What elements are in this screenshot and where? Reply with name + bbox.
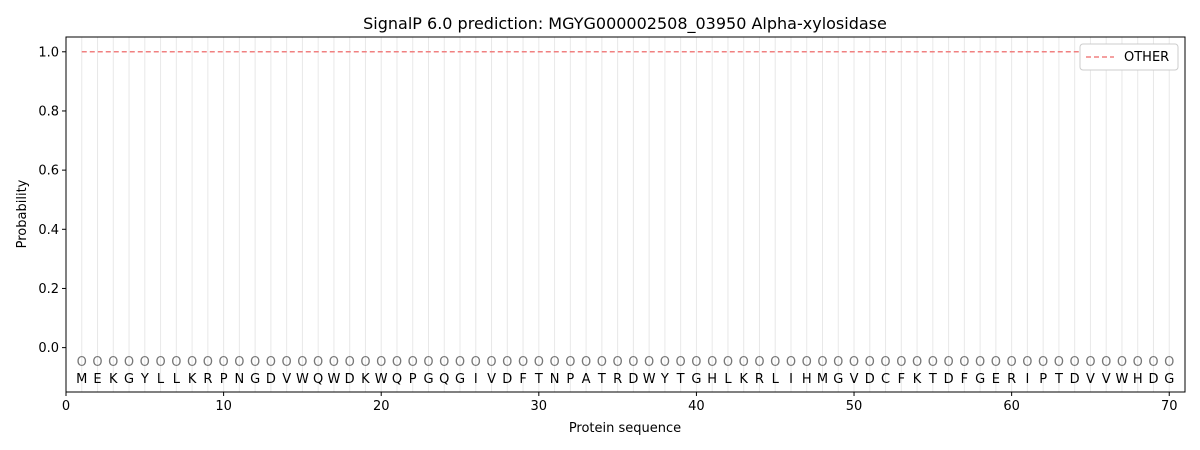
- region-marker: O: [502, 355, 512, 370]
- region-marker: O: [360, 355, 370, 370]
- region-marker: O: [297, 355, 307, 370]
- chart-title: SignalP 6.0 prediction: MGYG000002508_03…: [363, 14, 887, 34]
- region-marker: O: [754, 355, 764, 370]
- region-marker: O: [250, 355, 260, 370]
- region-marker: O: [549, 355, 559, 370]
- region-marker: O: [518, 355, 528, 370]
- region-marker: O: [234, 355, 244, 370]
- region-marker: O: [676, 355, 686, 370]
- region-marker: O: [1038, 355, 1048, 370]
- region-marker: O: [991, 355, 1001, 370]
- region-marker: O: [266, 355, 276, 370]
- region-marker: O: [108, 355, 118, 370]
- x-tick-label: 30: [531, 399, 548, 414]
- region-marker: O: [1117, 355, 1127, 370]
- region-marker: O: [770, 355, 780, 370]
- region-marker: O: [786, 355, 796, 370]
- region-marker: O: [171, 355, 181, 370]
- region-marker: O: [1022, 355, 1032, 370]
- region-marker: O: [1101, 355, 1111, 370]
- region-marker: O: [140, 355, 150, 370]
- region-marker: O: [155, 355, 165, 370]
- region-marker: O: [691, 355, 701, 370]
- y-axis-label: Probability: [15, 179, 30, 248]
- x-tick-label: 60: [1003, 399, 1020, 414]
- region-marker: O: [218, 355, 228, 370]
- x-axis-label: Protein sequence: [569, 421, 681, 436]
- y-tick-label: 0.6: [38, 164, 59, 179]
- region-marker: O: [707, 355, 717, 370]
- region-marker: O: [739, 355, 749, 370]
- region-marker: O: [486, 355, 496, 370]
- plot-frame: [65, 36, 1186, 393]
- region-marker: O: [439, 355, 449, 370]
- x-tick-label: 40: [688, 399, 705, 414]
- region-marker: O: [959, 355, 969, 370]
- region-marker: O: [1070, 355, 1080, 370]
- region-marker: O: [928, 355, 938, 370]
- y-tick-label: 1.0: [38, 45, 59, 60]
- region-marker: O: [124, 355, 134, 370]
- region-marker: O: [471, 355, 481, 370]
- region-marker: O: [376, 355, 386, 370]
- region-marker: O: [1007, 355, 1017, 370]
- region-marker: O: [896, 355, 906, 370]
- x-tick-label: 10: [215, 399, 232, 414]
- region-marker: O: [282, 355, 292, 370]
- region-marker: O: [865, 355, 875, 370]
- region-marker: O: [1054, 355, 1064, 370]
- x-tick-label: 20: [373, 399, 390, 414]
- region-marker: O: [817, 355, 827, 370]
- region-marker: O: [833, 355, 843, 370]
- region-marker: O: [423, 355, 433, 370]
- x-tick-label: 50: [846, 399, 863, 414]
- region-marker: O: [345, 355, 355, 370]
- region-marker: O: [1164, 355, 1174, 370]
- region-marker: O: [313, 355, 323, 370]
- region-marker: O: [203, 355, 213, 370]
- region-marker: O: [628, 355, 638, 370]
- region-marker: O: [408, 355, 418, 370]
- region-marker: O: [187, 355, 197, 370]
- region-marker: O: [1085, 355, 1095, 370]
- y-tick-label: 0.4: [38, 223, 59, 238]
- region-marker: O: [597, 355, 607, 370]
- y-tick-label: 0.0: [38, 341, 59, 356]
- region-marker: O: [912, 355, 922, 370]
- region-marker: O: [392, 355, 402, 370]
- region-marker: O: [581, 355, 591, 370]
- region-marker: O: [802, 355, 812, 370]
- region-marker: O: [455, 355, 465, 370]
- legend: OTHER: [1079, 43, 1179, 71]
- region-marker: O: [1148, 355, 1158, 370]
- residue-sequence: MEKGYLLKRPNGDVWQWDKWQPGQGIVDFTNPATRDWYTG…: [76, 372, 1174, 387]
- x-tick-label: 0: [62, 399, 70, 414]
- y-tick-label: 0.8: [38, 104, 59, 119]
- region-marker: O: [92, 355, 102, 370]
- region-marker: O: [723, 355, 733, 370]
- region-marker: O: [849, 355, 859, 370]
- region-marker: O: [565, 355, 575, 370]
- x-tick-label: 70: [1161, 399, 1178, 414]
- region-marker: O: [975, 355, 985, 370]
- region-marker: O: [1133, 355, 1143, 370]
- region-marker: O: [613, 355, 623, 370]
- legend-label-other: OTHER: [1124, 50, 1169, 65]
- y-tick-label: 0.2: [38, 282, 59, 297]
- region-marker: O: [660, 355, 670, 370]
- region-marker: O: [534, 355, 544, 370]
- region-marker: O: [880, 355, 890, 370]
- region-marker: O: [943, 355, 953, 370]
- region-marker: O: [644, 355, 654, 370]
- region-marker: O: [329, 355, 339, 370]
- region-marker: O: [77, 355, 87, 370]
